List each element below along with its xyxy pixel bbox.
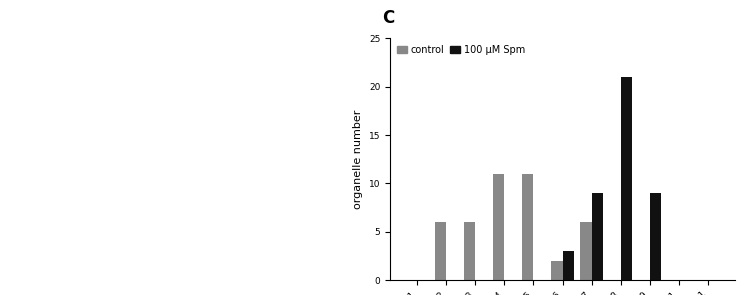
Y-axis label: organelle number: organelle number (353, 110, 363, 209)
Bar (650, 193, 662, 280)
Bar (522, 174, 533, 280)
Bar (493, 174, 505, 280)
Text: C: C (382, 9, 394, 27)
Bar (592, 193, 603, 280)
Bar (620, 77, 632, 280)
Bar (562, 251, 574, 280)
Bar (435, 222, 446, 280)
Bar (464, 222, 476, 280)
Bar (580, 222, 592, 280)
Legend: control, 100 μM Spm: control, 100 μM Spm (394, 43, 526, 57)
Bar (551, 261, 562, 280)
